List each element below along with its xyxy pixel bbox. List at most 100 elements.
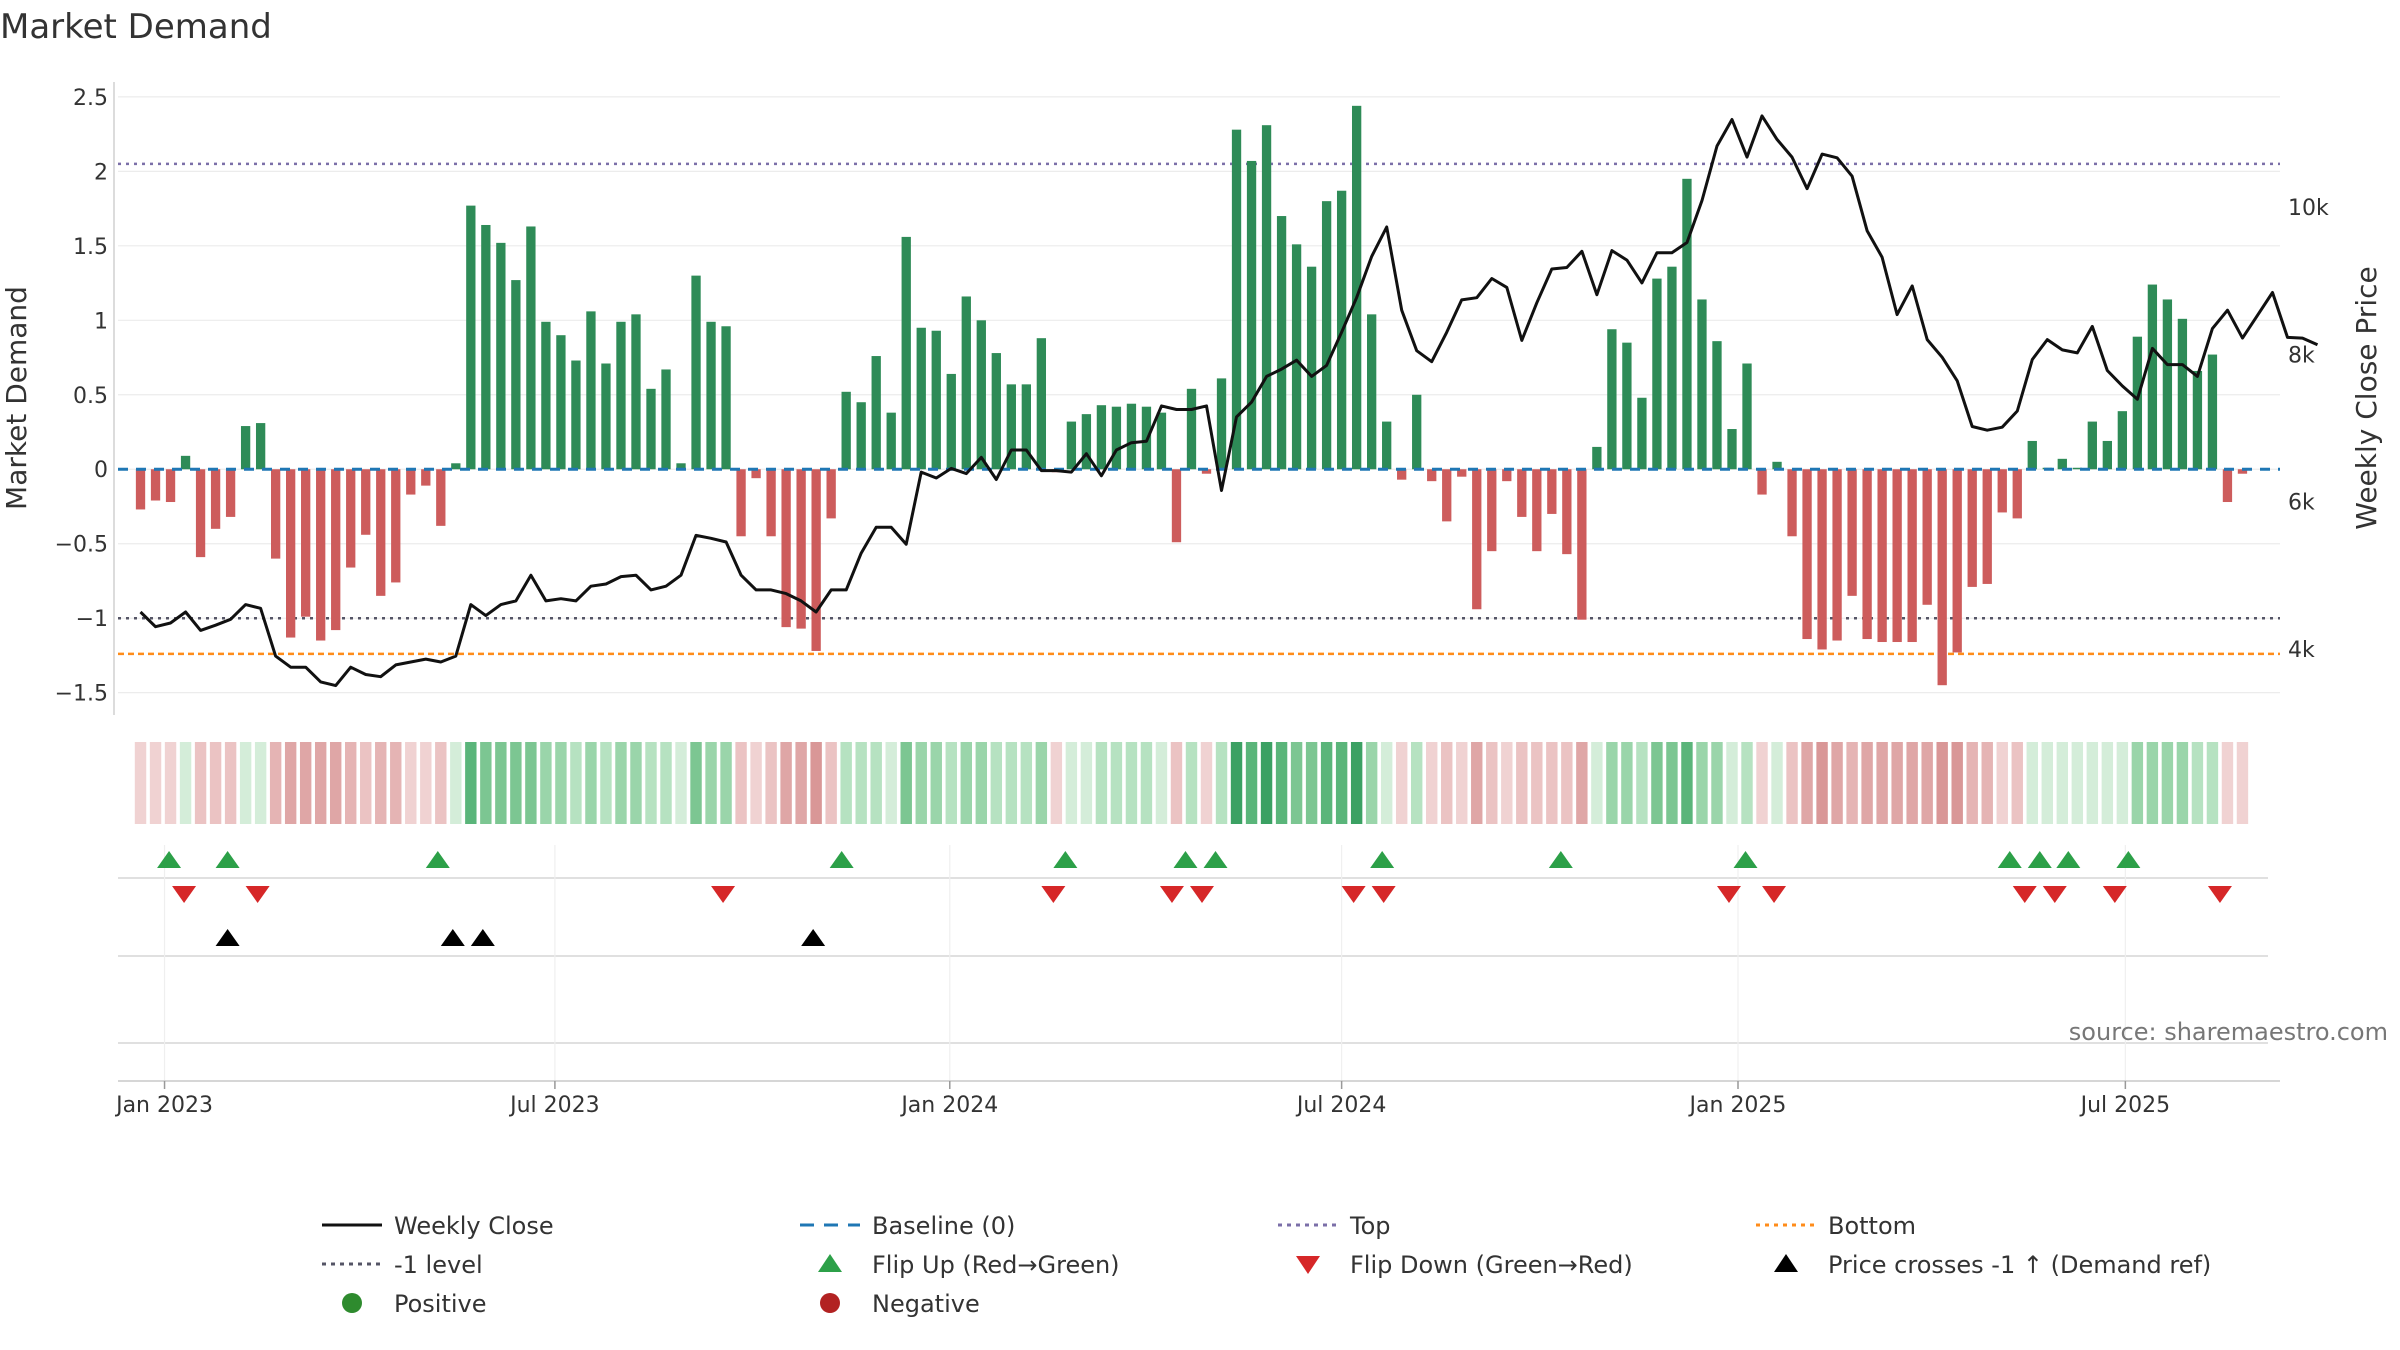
demand-heat-strip	[134, 742, 2249, 824]
demand-bar	[1907, 469, 1917, 643]
demand-bar	[1351, 105, 1362, 470]
heat-cell	[1966, 742, 1978, 824]
demand-bar	[1532, 469, 1542, 552]
demand-bar	[1877, 469, 1887, 643]
demand-bar	[1937, 469, 1947, 686]
heat-cell	[435, 742, 447, 824]
y2-axis-title: Weekly Close Price	[2350, 266, 2383, 529]
heat-cell	[600, 742, 612, 824]
demand-bar	[1367, 314, 1377, 470]
heat-cell	[1125, 742, 1138, 824]
flip-up-marker	[1173, 851, 1198, 868]
heat-cell	[780, 742, 792, 824]
flip-down-marker	[1041, 886, 1066, 903]
demand-bar	[1502, 469, 1512, 482]
y-tick-label: 2.5	[73, 86, 108, 111]
demand-bar	[225, 469, 236, 517]
price-cross-marker	[801, 929, 826, 946]
heat-cell	[209, 742, 222, 824]
heat-cell	[2056, 742, 2069, 824]
demand-bar	[1997, 469, 2007, 513]
demand-bar	[526, 226, 536, 470]
y-tick-label: 0.5	[73, 384, 108, 409]
flip-down-marker	[1762, 886, 1787, 903]
demand-bar	[1817, 469, 1827, 650]
demand-bar	[796, 469, 806, 629]
demand-bar	[826, 469, 836, 519]
heat-cell	[840, 742, 852, 824]
demand-bar	[346, 469, 356, 568]
heat-cell	[1501, 742, 1513, 824]
demand-bar	[1321, 201, 1332, 470]
x-tick-label: Jul 2024	[1295, 1093, 1387, 1118]
demand-bar	[421, 469, 431, 486]
demand-bar	[1006, 384, 1016, 470]
y-tick-label: 2	[94, 160, 108, 185]
demand-bar	[721, 326, 731, 470]
heat-cell	[2206, 742, 2219, 824]
heat-cell	[1816, 742, 1828, 824]
demand-bar	[2132, 336, 2143, 470]
heat-cell	[675, 742, 687, 824]
demand-bar	[1291, 244, 1302, 470]
demand-bar	[301, 469, 311, 617]
heat-cell	[1531, 742, 1543, 824]
heat-cell	[1801, 742, 1813, 824]
demand-bar	[1186, 388, 1197, 470]
heat-cell	[2131, 742, 2144, 824]
demand-bar	[1397, 469, 1407, 480]
x-axis-ticks: Jan 2023 Jul 2023 Jan 2024 Jul 2024 Jan 2025…	[114, 1081, 2170, 1118]
heat-cell	[269, 742, 282, 824]
left-axis-ticks: 2.5 2 1.5 1 0.5 0 −0.5 −1 −1.5	[55, 86, 108, 707]
legend-item: Flip Down (Green→Red)	[1296, 1251, 1633, 1279]
demand-bar	[556, 335, 566, 470]
demand-bar	[1171, 469, 1182, 543]
heat-cell	[2041, 742, 2053, 824]
heat-cell	[885, 742, 897, 824]
demand-bar	[1231, 129, 1242, 470]
demand-bar	[2117, 411, 2128, 470]
heat-cell	[149, 742, 162, 824]
legend-label: Baseline (0)	[872, 1212, 1015, 1240]
flip-down-marker	[1341, 886, 1366, 903]
legend-label: Flip Up (Red→Green)	[872, 1251, 1120, 1279]
demand-bar	[751, 469, 761, 479]
heat-cell	[960, 742, 972, 824]
heat-cell	[2086, 742, 2099, 824]
flip-down-marker	[172, 886, 197, 903]
legend-swatch	[818, 1254, 842, 1272]
legend-label: Positive	[394, 1290, 487, 1318]
legend-swatch	[820, 1293, 840, 1313]
demand-bar	[1652, 278, 1662, 470]
heat-cell	[990, 742, 1003, 824]
heat-cell	[1155, 742, 1168, 824]
demand-bar	[376, 469, 386, 596]
demand-bar	[180, 455, 191, 470]
legend-item: Weekly Close	[322, 1212, 554, 1240]
flip-markers	[157, 851, 2232, 903]
heat-cell	[1951, 742, 1963, 824]
heat-cell	[1095, 742, 1108, 824]
demand-bar	[856, 402, 866, 470]
heat-cell	[510, 742, 522, 824]
heat-cell	[900, 742, 912, 824]
legend-item: Baseline (0)	[800, 1212, 1015, 1240]
heat-cell	[1786, 742, 1798, 824]
flip-down-marker	[2207, 886, 2232, 903]
demand-bar	[1547, 469, 1557, 514]
heat-cell	[164, 742, 177, 824]
demand-bar	[2147, 284, 2158, 470]
heat-cell	[2101, 742, 2114, 824]
x-tick-label: Jan 2024	[899, 1093, 998, 1118]
demand-bar	[270, 469, 281, 559]
y-tick-label: 1	[94, 309, 108, 334]
heat-cell	[1696, 742, 1708, 824]
demand-bar	[646, 388, 656, 470]
legend-label: Weekly Close	[394, 1212, 554, 1240]
flip-up-marker	[425, 851, 450, 868]
demand-bar	[1096, 405, 1107, 470]
heat-cell	[540, 742, 552, 824]
legend-label: Negative	[872, 1290, 980, 1318]
heat-cell	[1456, 742, 1468, 824]
demand-bar	[1066, 421, 1077, 470]
